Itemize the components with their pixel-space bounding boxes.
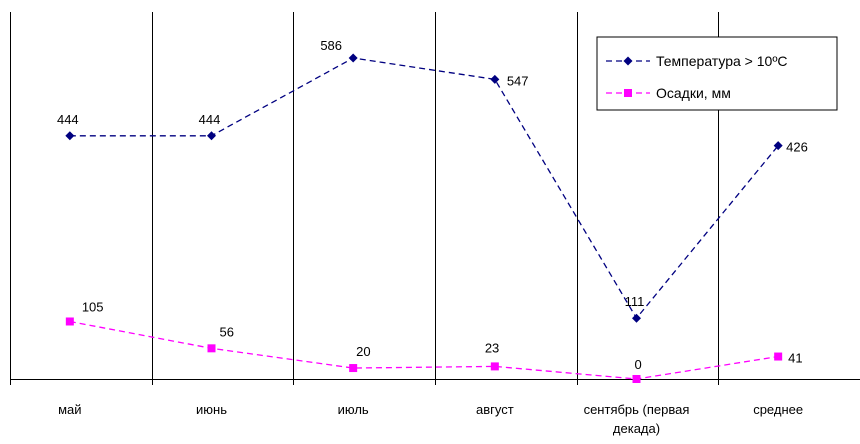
data-label: 56 [220,324,234,339]
data-point-precipitation [349,364,358,373]
data-point-precipitation [632,375,641,383]
data-label: 0 [635,357,642,372]
legend-marker-precipitation [624,89,632,97]
data-point-temperature [348,53,358,63]
category-label: декада) [613,421,660,436]
data-label: 41 [788,351,802,366]
data-point-temperature [632,313,641,323]
data-point-temperature [490,74,500,84]
series-line-temperature [69,57,779,320]
legend-marker-temperature [623,56,633,66]
category-label: среднее [753,402,803,417]
data-point-temperature [773,141,783,151]
data-label: 444 [199,112,221,127]
data-point-temperature [65,131,75,141]
legend-label-precipitation: Осадки, мм [656,85,731,101]
legend-label-temperature: Температура > 10ºС [656,53,788,69]
data-label: 20 [356,344,370,359]
data-label: 426 [786,140,808,155]
category-label: июль [338,402,369,417]
category-labels: май июнь июль август сентябрь (первая декада)… [58,402,803,436]
data-point-precipitation [65,317,74,326]
category-label: сентябрь (первая [584,402,690,417]
series-line-precipitation [69,320,779,380]
category-label: август [476,402,514,417]
data-point-precipitation [207,344,216,353]
data-point-precipitation [774,352,783,361]
category-label: май [58,402,81,417]
category-label: июнь [196,402,227,417]
data-point-precipitation [490,362,499,371]
legend-box [596,36,838,111]
data-point-temperature [207,131,216,141]
data-label: 105 [82,299,104,314]
data-label: 444 [57,112,79,127]
data-label: 547 [507,73,529,88]
series-layer [65,53,783,383]
legend: Температура > 10ºС Осадки, мм [596,36,838,111]
data-label: 23 [485,340,499,355]
data-label: 111 [625,294,645,309]
data-labels: 444 444 586 547 111 426 105 56 20 23 0 41 [57,38,808,372]
data-label: 586 [320,38,342,53]
